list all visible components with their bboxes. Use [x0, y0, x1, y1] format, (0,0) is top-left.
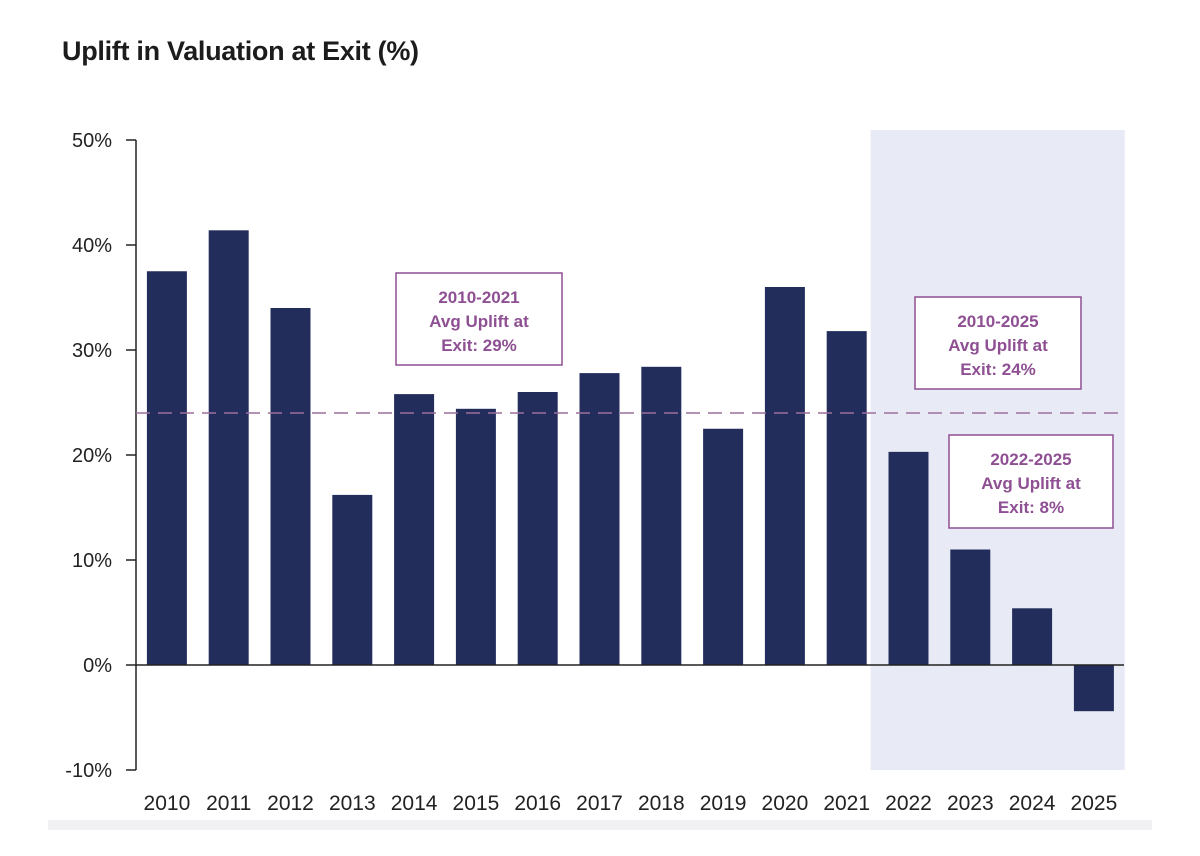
- annotation-text: Avg Uplift at: [948, 336, 1048, 355]
- bar-2019: [703, 428, 744, 665]
- x-tick-label: 2021: [823, 792, 870, 815]
- bar-2017: [579, 373, 620, 665]
- bar-2015: [455, 408, 496, 665]
- annotation-box-avg-2010-2025: [914, 296, 1082, 390]
- x-tick-label: 2012: [267, 792, 314, 815]
- bar-2013: [332, 494, 373, 665]
- annotation-text: Avg Uplift at: [429, 312, 529, 331]
- bar-2012: [270, 308, 311, 665]
- x-tick-label: 2024: [1009, 792, 1056, 815]
- bar-2025: [1073, 665, 1114, 712]
- x-tick-label: 2023: [947, 792, 994, 815]
- x-tick-label: 2010: [144, 792, 191, 815]
- bar-2011: [208, 230, 249, 666]
- x-tick-label: 2014: [391, 792, 438, 815]
- x-tick-label: 2020: [762, 792, 809, 815]
- y-tick-label: 50%: [72, 130, 112, 152]
- annotation-text: Exit: 29%: [441, 336, 517, 355]
- annotation-text: 2010-2021: [438, 288, 519, 307]
- y-tick-label: 20%: [72, 445, 112, 467]
- footer-strip: [48, 820, 1152, 830]
- x-tick-label: 2025: [1071, 792, 1118, 815]
- bar-2016: [517, 392, 558, 665]
- annotation-text: Avg Uplift at: [981, 474, 1081, 493]
- x-tick-label: 2019: [700, 792, 747, 815]
- y-tick-label: 10%: [72, 550, 112, 572]
- bar-2010: [146, 271, 187, 665]
- chart-title: Uplift in Valuation at Exit (%): [62, 36, 419, 66]
- annotation-box-avg-2010-2021: [395, 272, 563, 366]
- x-tick-label: 2022: [885, 792, 932, 815]
- annotation-box-avg-2022-2025: [948, 434, 1114, 529]
- bar-2018: [641, 366, 682, 665]
- y-tick-label: 40%: [72, 235, 112, 257]
- x-tick-label: 2015: [453, 792, 500, 815]
- annotation-text: Exit: 24%: [960, 360, 1036, 379]
- bar-2021: [826, 331, 867, 665]
- x-tick-label: 2016: [514, 792, 561, 815]
- y-tick-label: 0%: [83, 655, 112, 677]
- bar-2023: [950, 549, 991, 665]
- y-tick-label: -10%: [65, 760, 112, 782]
- x-tick-label: 2011: [206, 792, 251, 815]
- annotation-text: 2022-2025: [990, 450, 1071, 469]
- x-tick-label: 2018: [638, 792, 685, 815]
- bar-2022: [888, 451, 929, 665]
- annotation-text: 2010-2025: [957, 312, 1038, 331]
- x-tick-label: 2017: [576, 792, 623, 815]
- x-tick-label: 2013: [329, 792, 376, 815]
- bar-2014: [394, 394, 435, 665]
- bar-2024: [1012, 608, 1053, 665]
- annotation-text: Exit: 8%: [998, 498, 1064, 517]
- bar-2020: [764, 287, 805, 665]
- y-tick-label: 30%: [72, 340, 112, 362]
